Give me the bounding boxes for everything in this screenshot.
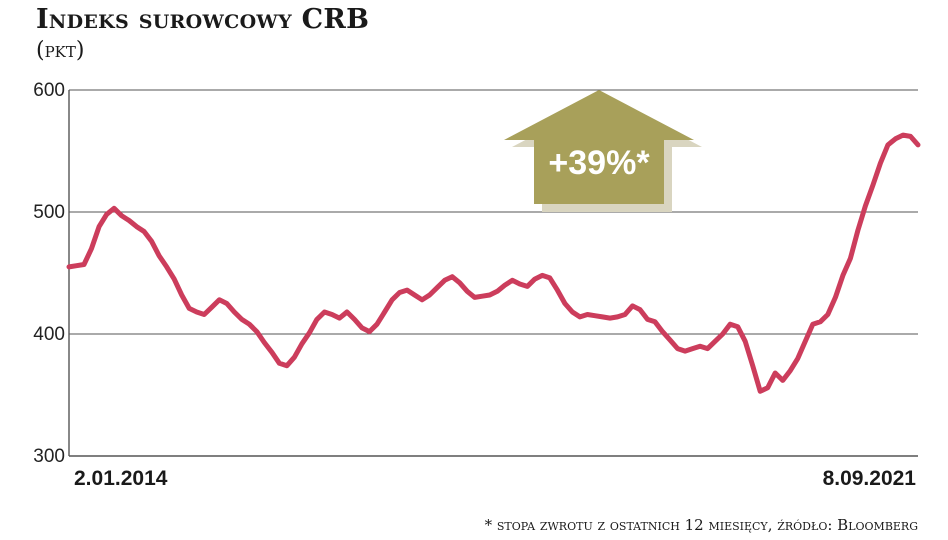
x-start-label: 2.01.2014	[74, 467, 168, 490]
footnote: * stopa zwrotu z ostatnich 12 miesięcy, …	[484, 516, 918, 534]
y-tick-label: 300	[33, 446, 65, 467]
series-line-0	[66, 132, 921, 394]
growth-badge: +39%*	[504, 90, 702, 212]
y-tick-label: 400	[33, 324, 65, 345]
y-tick-label: 600	[33, 80, 65, 101]
unit-label: (pkt)	[36, 38, 85, 63]
chart-title: Indeks surowcowy CRB	[36, 4, 370, 35]
x-end-label: 8.09.2021	[823, 467, 917, 490]
grid-layer	[68, 89, 918, 457]
badge-house-shape	[504, 90, 694, 204]
y-tick-labels: 300 400 500 600	[33, 80, 65, 467]
series-layer	[66, 132, 921, 394]
y-tick-label: 500	[33, 202, 65, 223]
badge-label: +39%*	[548, 144, 650, 182]
